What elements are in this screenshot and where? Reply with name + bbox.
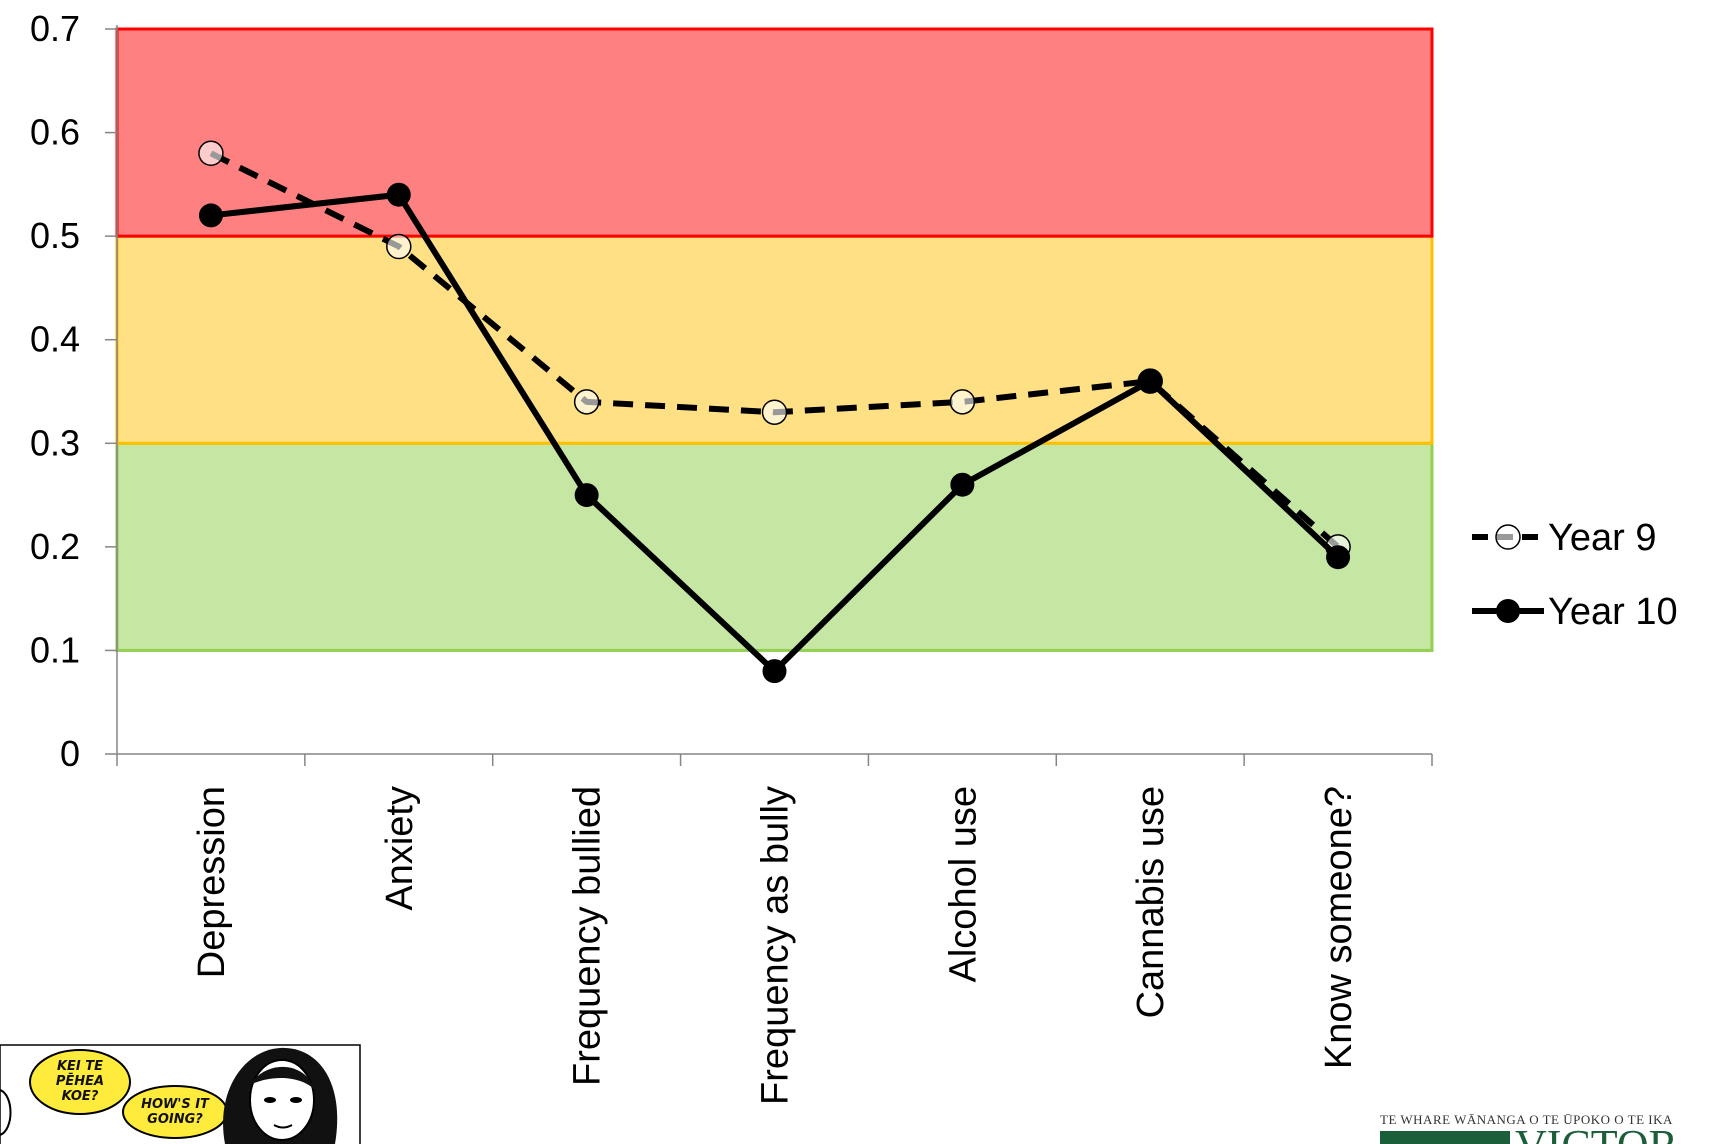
y-tick-label: 0.4 bbox=[30, 319, 80, 360]
y-tick-label: 0.2 bbox=[30, 526, 80, 567]
series-1 bbox=[198, 182, 1351, 684]
risk-bands bbox=[115, 27, 1434, 652]
x-category-label: Cannabis use bbox=[1130, 786, 1172, 1018]
legend-item-1: Year 10 bbox=[1472, 591, 1678, 633]
legend-marker bbox=[1496, 599, 1520, 623]
comic-face-icon bbox=[223, 1047, 338, 1144]
data-point bbox=[761, 399, 788, 425]
x-category-label: Frequency as bully bbox=[755, 786, 797, 1105]
y-tick-label: 0.1 bbox=[30, 629, 80, 670]
bubble2-line1: HOW'S IT bbox=[141, 1097, 210, 1112]
legend-marker bbox=[1495, 524, 1521, 550]
bubble1-line3: KOE? bbox=[62, 1089, 99, 1104]
x-category-label: Know someone? bbox=[1318, 786, 1360, 1069]
legend-item-0: Year 9 bbox=[1472, 517, 1656, 559]
comic-illustration: KEI TE PĒHEA KOE? HOW'S IT GOING? bbox=[0, 1044, 361, 1144]
university-logo: TE WHARE WĀNANGA O TE ŪPOKO O TE IKA VIC… bbox=[1380, 1112, 1679, 1144]
data-point bbox=[573, 389, 600, 415]
y-tick-label: 0.3 bbox=[30, 422, 80, 463]
x-category-label: Frequency bullied bbox=[567, 786, 609, 1086]
comic-edge-figure bbox=[0, 1089, 12, 1136]
speech-bubble-hows-it-going: HOW'S IT GOING? bbox=[122, 1085, 228, 1139]
y-axis-ticks: 0 0.1 0.2 0.3 0.4 0.5 0.6 0.7 bbox=[30, 8, 117, 774]
band-0 bbox=[115, 441, 1434, 652]
bubble1-line2: PĒHEA bbox=[56, 1074, 104, 1089]
x-category-label: Alcohol use bbox=[942, 786, 984, 982]
data-point bbox=[1326, 545, 1351, 570]
institution-name: VICTOR bbox=[1515, 1121, 1679, 1144]
legend-label: Year 9 bbox=[1548, 517, 1656, 559]
data-point bbox=[949, 389, 976, 415]
y-tick-label: 0.7 bbox=[30, 8, 80, 49]
data-point bbox=[574, 483, 599, 508]
data-point bbox=[198, 140, 224, 167]
logo-emblem-icon bbox=[1380, 1131, 1510, 1144]
data-point bbox=[198, 203, 223, 228]
data-point bbox=[386, 233, 412, 260]
y-tick-label: 0.5 bbox=[30, 215, 80, 256]
x-axis-ticks: Depression Anxiety Frequency bullied Freque… bbox=[116, 754, 1433, 1105]
x-category-label: Depression bbox=[191, 786, 233, 978]
bubble1-line1: KEI TE bbox=[57, 1059, 103, 1074]
speech-bubble-kei-te-pehea: KEI TE PĒHEA KOE? bbox=[29, 1049, 131, 1115]
chart-axes bbox=[116, 25, 1432, 755]
data-point bbox=[762, 659, 787, 684]
bubble2-line2: GOING? bbox=[147, 1112, 203, 1127]
chart-legend: Year 9 Year 10 bbox=[1472, 517, 1678, 633]
institution-line: TE WHARE WĀNANGA O TE ŪPOKO O TE IKA bbox=[1380, 1112, 1673, 1127]
y-tick-label: 0 bbox=[60, 733, 80, 774]
chart-series bbox=[198, 140, 1351, 684]
data-point bbox=[386, 182, 411, 207]
data-point bbox=[950, 472, 975, 497]
y-tick-label: 0.6 bbox=[30, 112, 80, 153]
x-category-label: Anxiety bbox=[379, 786, 421, 911]
legend-label: Year 10 bbox=[1548, 591, 1678, 633]
data-point bbox=[1138, 369, 1163, 394]
